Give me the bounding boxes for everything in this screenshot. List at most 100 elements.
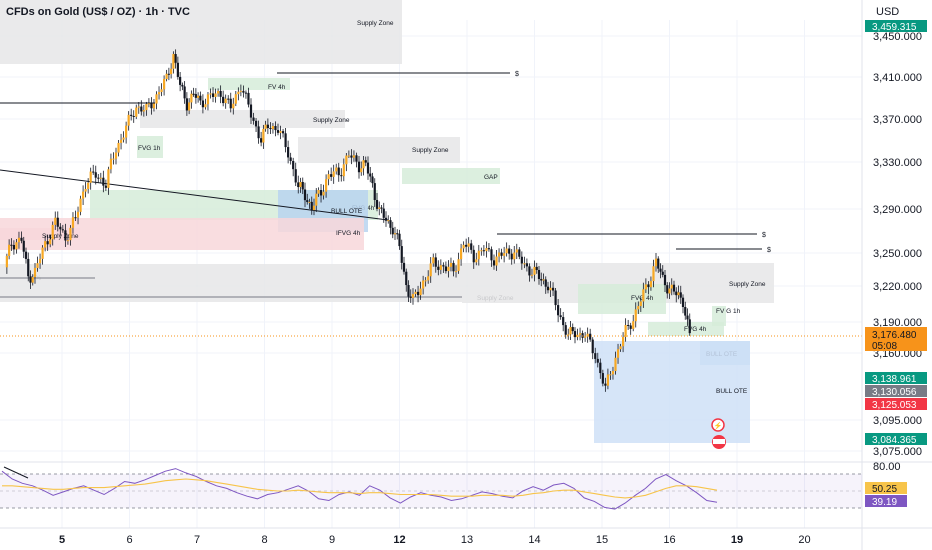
- candle-body: [551, 287, 555, 291]
- candle-body: [675, 291, 678, 296]
- candle-body: [500, 252, 503, 256]
- candle-body: [639, 301, 642, 307]
- price-axis: [862, 0, 932, 550]
- candle-body: [54, 217, 57, 225]
- price-badge-1: [865, 385, 927, 397]
- candle-body: [510, 253, 513, 260]
- candle-body: [567, 334, 570, 336]
- zone-label-14: FVG 4h: [684, 326, 707, 333]
- zone-label-15: FV G 1h: [716, 308, 741, 315]
- candle-body: [181, 84, 184, 87]
- price-badge-label-0: 3,138.961: [872, 374, 917, 385]
- trend-line: [0, 169, 389, 221]
- liquidity-mark-2: $: [762, 232, 766, 239]
- candle-body: [345, 155, 348, 165]
- candle-body: [172, 54, 175, 69]
- candle-body: [578, 333, 582, 335]
- candle-body: [135, 107, 138, 117]
- candle-body: [389, 220, 392, 228]
- candle-body: [242, 90, 245, 93]
- candle-body: [465, 244, 468, 247]
- candle-body: [681, 297, 685, 308]
- candle-body: [99, 177, 102, 179]
- candle-body: [637, 306, 640, 310]
- candle-body: [237, 91, 240, 95]
- zone-label-9: Supply Zone: [42, 233, 79, 240]
- candle-body: [216, 90, 220, 94]
- candle-body: [594, 353, 597, 359]
- currency-label[interactable]: USD: [876, 6, 900, 18]
- candle-body: [360, 168, 363, 173]
- rsi-trend-line: [3, 466, 29, 479]
- candle-body: [472, 249, 475, 263]
- candle-body: [495, 256, 498, 266]
- time-tick-14: 14: [528, 534, 540, 546]
- candle-body: [104, 185, 107, 188]
- candle-body: [606, 374, 610, 386]
- candle-body: [322, 191, 325, 196]
- candle-body: [38, 258, 42, 264]
- candle-body: [378, 207, 381, 209]
- candle-body: [340, 175, 343, 177]
- candle-body: [276, 130, 280, 133]
- candle-body: [586, 333, 589, 337]
- candle-body: [232, 103, 235, 109]
- candle-body: [147, 103, 151, 105]
- candle-body: [84, 188, 87, 192]
- candle-body: [262, 128, 265, 143]
- candle-body: [569, 327, 572, 335]
- candle-body: [297, 182, 300, 188]
- candle-body: [332, 171, 335, 177]
- candle-body: [537, 269, 541, 279]
- candle-body: [366, 162, 370, 174]
- zone-label-7: BULL OTE: [331, 208, 363, 215]
- candle-body: [442, 265, 445, 267]
- candle-body: [492, 260, 496, 266]
- candle-body: [239, 90, 242, 92]
- zone-label-5: GAP: [484, 174, 498, 181]
- candle-body: [41, 247, 44, 259]
- time-tick-12: 12: [393, 534, 405, 546]
- candle-body: [477, 250, 480, 260]
- candle-body: [89, 171, 92, 183]
- candle-body: [170, 68, 173, 75]
- candle-body: [31, 277, 34, 283]
- candle-body: [573, 331, 577, 338]
- candle-body: [289, 157, 292, 161]
- candle-body: [114, 152, 118, 159]
- candle-body: [64, 230, 67, 241]
- candle-body: [281, 131, 285, 134]
- zone-11: [0, 264, 462, 302]
- candle-body: [342, 164, 345, 177]
- candle-body: [549, 287, 552, 291]
- candle-body: [562, 317, 565, 326]
- candle-body: [384, 217, 388, 221]
- zone-14: [648, 322, 724, 336]
- candle-body: [398, 233, 401, 247]
- price-tick-3: 3,330.000: [873, 157, 922, 169]
- zone-1: [137, 136, 163, 158]
- zone-5: [402, 168, 500, 184]
- current-price-badge: [865, 327, 927, 351]
- candle-body: [599, 362, 602, 374]
- candle-body: [214, 93, 217, 97]
- candle-body: [422, 280, 425, 289]
- candle-body: [292, 160, 295, 170]
- candle-body: [140, 106, 143, 112]
- candle-body: [393, 233, 397, 235]
- zone-label-4: Supply Zone: [412, 147, 449, 154]
- candle-body: [327, 174, 330, 180]
- candle-body: [480, 250, 483, 252]
- candle-body: [197, 95, 200, 98]
- candle-body: [209, 93, 212, 95]
- zone-15: [712, 306, 726, 326]
- candle-body: [447, 266, 450, 272]
- candle-body: [668, 288, 671, 294]
- candle-body: [167, 73, 170, 75]
- candle-body: [260, 138, 263, 143]
- zone-label-3: Supply Zone: [313, 117, 350, 124]
- candle-body: [8, 244, 11, 256]
- time-tick-7: 7: [194, 534, 200, 546]
- candle-body: [485, 248, 488, 252]
